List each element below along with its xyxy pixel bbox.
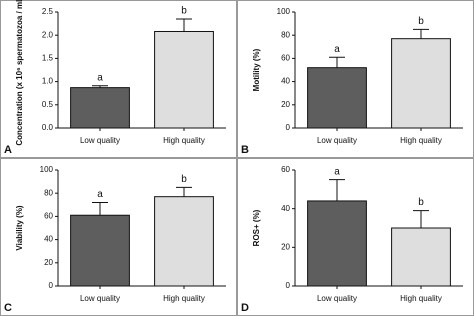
y-axis-label: ROS+ (%)	[252, 209, 261, 246]
significance-letter: b	[181, 174, 187, 185]
y-tick-label: 40	[44, 235, 53, 244]
error-bar	[413, 28, 429, 39]
bar	[391, 38, 451, 129]
y-tick-label: 100	[40, 165, 54, 174]
y-tick-label: 1.5	[42, 54, 54, 63]
significance-letter: a	[97, 72, 103, 83]
bar	[154, 196, 214, 287]
y-tick-label: 2.0	[42, 30, 54, 39]
y-tick-label: 60	[281, 165, 290, 174]
y-tick-label: 60	[281, 54, 290, 63]
panel-letter: C	[4, 302, 12, 314]
x-tick-label: Low quality	[80, 136, 120, 145]
y-axis-label: Concentration (x 10⁶ spermatozoa / mL)	[15, 0, 24, 146]
y-tick-label: 80	[281, 30, 290, 39]
x-tick-label: High quality	[400, 294, 442, 303]
x-tick-label: High quality	[163, 136, 205, 145]
bar	[70, 87, 130, 129]
panel-letter: D	[241, 302, 249, 314]
error-bar	[329, 56, 345, 68]
error-bar	[92, 201, 108, 216]
significance-letter: b	[418, 197, 424, 208]
y-tick-label: 0	[286, 281, 291, 290]
bar	[70, 214, 130, 287]
x-tick-label: Low quality	[317, 294, 357, 303]
significance-letter: a	[334, 44, 340, 55]
error-bar	[176, 186, 192, 197]
y-tick-label: 0.5	[42, 100, 54, 109]
y-tick-label: 80	[44, 188, 53, 197]
x-tick-label: High quality	[163, 294, 205, 303]
y-axis-label: Viability (%)	[15, 205, 24, 251]
y-tick-label: 40	[281, 204, 290, 213]
x-tick-label: High quality	[400, 136, 442, 145]
bar	[154, 30, 214, 129]
y-tick-label: 20	[281, 242, 290, 251]
y-tick-label: 100	[277, 7, 291, 16]
y-tick-label: 0.0	[42, 123, 54, 132]
y-tick-label: 0	[286, 123, 291, 132]
y-tick-label: 20	[44, 258, 53, 267]
y-tick-label: 1.0	[42, 77, 54, 86]
x-tick-label: Low quality	[317, 136, 357, 145]
error-bar	[329, 179, 345, 201]
x-tick-label: Low quality	[80, 294, 120, 303]
bar	[307, 67, 367, 129]
panel-letter: B	[241, 144, 249, 156]
y-tick-label: 20	[281, 100, 290, 109]
error-bar	[413, 210, 429, 228]
significance-letter: a	[97, 189, 103, 200]
significance-letter: a	[334, 166, 340, 177]
y-tick-label: 40	[281, 77, 290, 86]
significance-letter: b	[181, 6, 187, 17]
y-tick-label: 2.5	[42, 7, 54, 16]
error-bar	[176, 18, 192, 32]
error-bar	[92, 85, 108, 88]
panel-frame	[0, 0, 237, 158]
panel-letter: A	[4, 144, 12, 156]
bar	[391, 227, 451, 287]
y-tick-label: 60	[44, 212, 53, 221]
y-axis-label: Motility (%)	[252, 48, 261, 91]
y-tick-label: 0	[49, 281, 54, 290]
bar	[307, 200, 367, 287]
significance-letter: b	[418, 16, 424, 27]
